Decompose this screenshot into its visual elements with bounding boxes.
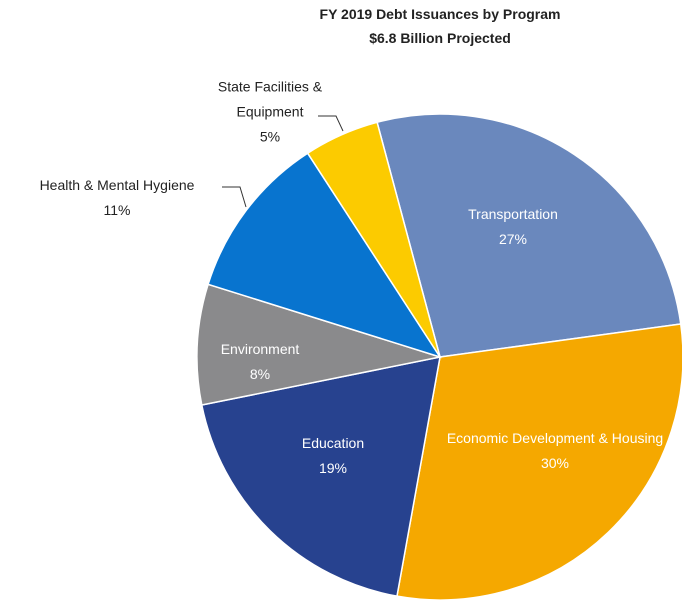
slice-label: Health & Mental Hygiene 11% [2,173,232,223]
value-label: 19% [318,460,348,476]
slice-label: Education 19% [258,431,408,481]
leader-line [222,186,247,208]
pie-slice [196,283,441,406]
value-label: 8% [249,366,271,382]
leader-line [318,115,344,132]
category-label: Education [301,435,365,451]
pie-slice [306,121,441,358]
slice-label: Environment 8% [185,337,335,387]
value-label: 27% [498,231,528,247]
slice-label: Transportation 27% [438,202,588,252]
chart-title: FY 2019 Debt Issuances by Program [319,6,561,22]
pie-slice [207,152,442,359]
value-label: 5% [259,128,281,145]
category-label: Environment [220,341,300,357]
slice-label: Economic Development & Housing 30% [440,426,670,476]
slice-label: State Facilities & Equipment 5% [190,75,350,150]
category-label: Transportation [468,206,558,222]
value-label: 11% [103,202,131,218]
chart-subtitle: $6.8 Billion Projected [369,30,511,46]
category-label: Health & Mental Hygiene [39,177,195,193]
pie-slice [200,356,441,598]
pie-slice [376,113,682,358]
value-label: 30% [540,455,570,471]
category-label: State Facilities & Equipment [217,78,323,120]
category-label: Economic Development & Housing [446,430,664,446]
